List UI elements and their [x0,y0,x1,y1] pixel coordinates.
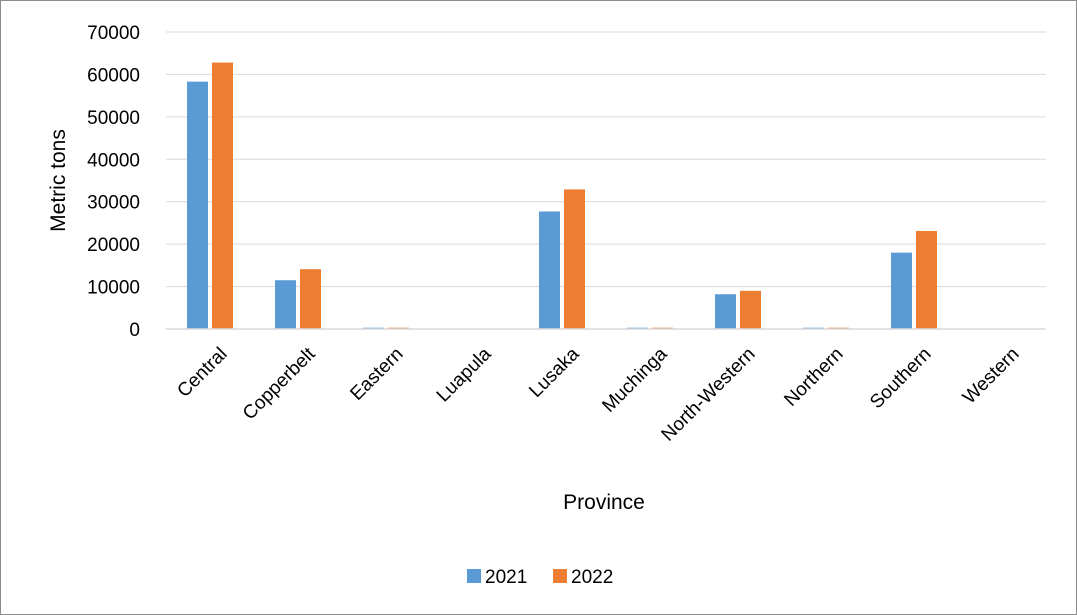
bar-2021-central [187,81,208,330]
x-axis-tick-labels: Central Copperbelt Eastern Luapula Lusaka Muc… [173,343,1023,445]
x-tick-label: Luapula [433,343,496,406]
y-tick-label: 30000 [87,193,140,214]
y-tick-label: 0 [129,320,140,341]
y-axis-tick-labels: 0 10000 20000 30000 40000 50000 60000 70000 [87,23,140,341]
y-tick-label: 70000 [87,23,140,44]
y-tick-label: 10000 [87,278,140,299]
legend: 2021 2022 [467,567,613,588]
bar-2021-copperbelt [275,280,296,329]
y-tick-label: 50000 [87,108,140,129]
x-tick-label: Southern [866,344,935,413]
bar-2022-central [212,62,233,329]
y-tick-label: 20000 [87,235,140,256]
y-tick-label: 40000 [87,150,140,171]
y-axis-title: Metric tons [47,129,70,232]
legend-label: 2022 [571,567,613,588]
bar-2021-north-western [715,294,736,329]
bar-2022-north-western [740,290,761,329]
bar-2022-southern [916,230,937,329]
x-tick-label: Northern [780,344,847,411]
legend-swatch-2021 [467,569,481,583]
x-tick-label: Eastern [346,344,407,405]
x-tick-label: Central [173,344,231,402]
x-axis-title: Province [563,491,645,514]
bar-2022-copperbelt [300,269,321,329]
legend-swatch-2022 [553,569,567,583]
x-tick-label: Muchinga [598,343,671,416]
x-tick-label: Western [959,344,1024,409]
bar-2022-lusaka [564,189,585,329]
x-tick-label: Lusaka [525,343,583,401]
gridlines [166,31,1046,288]
y-tick-label: 60000 [87,65,140,86]
bar-2021-southern [891,252,912,329]
bar-2021-lusaka [539,211,560,329]
legend-label: 2021 [485,567,527,588]
x-tick-label: North-Western [658,344,760,446]
x-tick-label: Copperbelt [239,343,320,424]
bars [187,62,937,330]
